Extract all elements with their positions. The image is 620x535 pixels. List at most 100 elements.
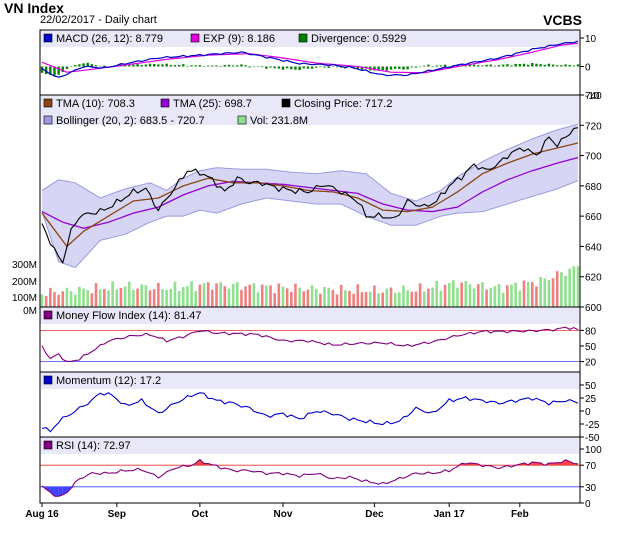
divergence-bar	[439, 65, 443, 67]
volume-bar	[285, 288, 289, 307]
divergence-bar	[572, 65, 576, 67]
divergence-bar	[431, 66, 434, 67]
divergence-bar	[497, 65, 501, 67]
volume-bar	[202, 283, 206, 307]
volume-bar	[410, 291, 414, 307]
divergence-bar	[294, 66, 297, 70]
mfi-line	[41, 326, 579, 362]
tma10-line	[41, 142, 579, 248]
volume-bar	[290, 291, 293, 307]
divergence-bar	[315, 66, 318, 68]
volume-bar	[269, 285, 272, 307]
volume-axis: 300M 200M 100M 0M	[12, 260, 37, 317]
price-legend-label: Vol: 231.8M	[250, 115, 308, 127]
divergence-bar	[547, 63, 551, 67]
volume-bar	[435, 280, 439, 307]
divergence-bar	[202, 66, 206, 67]
volume-bar	[206, 282, 210, 307]
volume-bar	[364, 291, 368, 307]
divergence-bar	[152, 63, 156, 67]
divergence-bar	[211, 65, 214, 67]
volume-bar	[501, 292, 505, 307]
divergence-bar	[414, 66, 418, 68]
chart-subtitle: 22/02/2017 - Daily chart	[40, 14, 157, 26]
volume-bar	[356, 284, 360, 307]
volume-bar	[123, 286, 127, 307]
x-tick-label: Jan 17	[434, 509, 466, 520]
divergence-bar	[231, 65, 235, 67]
volume-bar	[431, 287, 434, 307]
divergence-bar	[327, 66, 330, 68]
rsi-y-tick-label: 0	[585, 499, 591, 510]
volume-bar	[298, 287, 301, 307]
volume-bar	[127, 281, 131, 307]
rsi-legend-swatch	[43, 440, 53, 450]
divergence-bar	[182, 64, 185, 67]
mfi-y-tick-label: 80	[585, 326, 597, 337]
mfi-legend: Money Flow Index (14): 81.47	[43, 310, 202, 322]
volume-bar	[551, 278, 555, 307]
divergence-bar	[556, 65, 559, 67]
volume-bar	[310, 285, 314, 307]
divergence-bar	[40, 66, 44, 73]
volume-bar	[327, 287, 330, 307]
price-legend-swatch	[43, 115, 53, 125]
chart-title: VN Index	[4, 0, 64, 16]
divergence-bar	[310, 66, 314, 69]
volume-bar	[514, 282, 517, 307]
divergence-bar	[173, 65, 177, 67]
volume-bar	[472, 288, 476, 307]
volume-bar	[418, 283, 422, 307]
rsi-legend-label: RSI (14): 72.97	[56, 440, 131, 452]
volume-bar	[103, 289, 106, 307]
volume-bar	[61, 291, 65, 307]
divergence-bar	[165, 63, 168, 67]
divergence-bar	[377, 66, 380, 71]
volume-bar	[460, 282, 463, 307]
divergence-bar	[481, 65, 484, 67]
volume-bar	[439, 290, 443, 307]
divergence-bar	[389, 66, 393, 70]
price-y-tick-label: 700	[585, 152, 602, 163]
divergence-bar	[381, 66, 384, 71]
macd-legend-label: EXP (9): 8.186	[203, 33, 275, 45]
divergence-bar	[331, 66, 335, 67]
divergence-bars	[40, 62, 580, 76]
divergence-bar	[406, 66, 409, 70]
bollinger-band	[42, 124, 578, 268]
divergence-bar	[468, 64, 472, 67]
divergence-bar	[123, 65, 127, 67]
divergence-bar	[526, 64, 530, 67]
volume-bar	[194, 290, 198, 307]
divergence-bar	[285, 66, 289, 69]
rsi-y-tick-label: 70	[585, 461, 597, 472]
divergence-bar	[506, 64, 509, 67]
volume-bar	[331, 289, 335, 307]
divergence-bar	[427, 64, 430, 67]
divergence-bar	[298, 66, 301, 71]
volume-bar	[235, 282, 239, 307]
price-legend-bg-tall	[40, 95, 580, 125]
volume-bar	[244, 286, 247, 307]
divergence-bar	[148, 63, 152, 67]
volume-bar	[82, 288, 85, 307]
divergence-bar	[514, 63, 517, 67]
volume-bar	[344, 290, 347, 307]
volume-bar	[497, 284, 501, 307]
volume-tick-label: 300M	[12, 260, 37, 271]
macd-y-tick-label: 10	[585, 34, 597, 45]
volume-bar	[414, 291, 418, 307]
divergence-bar	[227, 64, 231, 67]
divergence-bar	[61, 66, 64, 73]
volume-bar	[165, 289, 168, 307]
volume-bar	[381, 292, 385, 307]
volume-bar	[456, 287, 459, 307]
volume-bar	[240, 289, 243, 307]
divergence-bar	[410, 66, 413, 68]
divergence-bar	[132, 64, 135, 67]
x-tick-label: Oct	[192, 509, 209, 520]
volume-bar	[215, 283, 218, 307]
divergence-bar	[564, 64, 567, 67]
rsi-legend-bg	[40, 437, 580, 454]
volume-bar	[256, 292, 260, 307]
